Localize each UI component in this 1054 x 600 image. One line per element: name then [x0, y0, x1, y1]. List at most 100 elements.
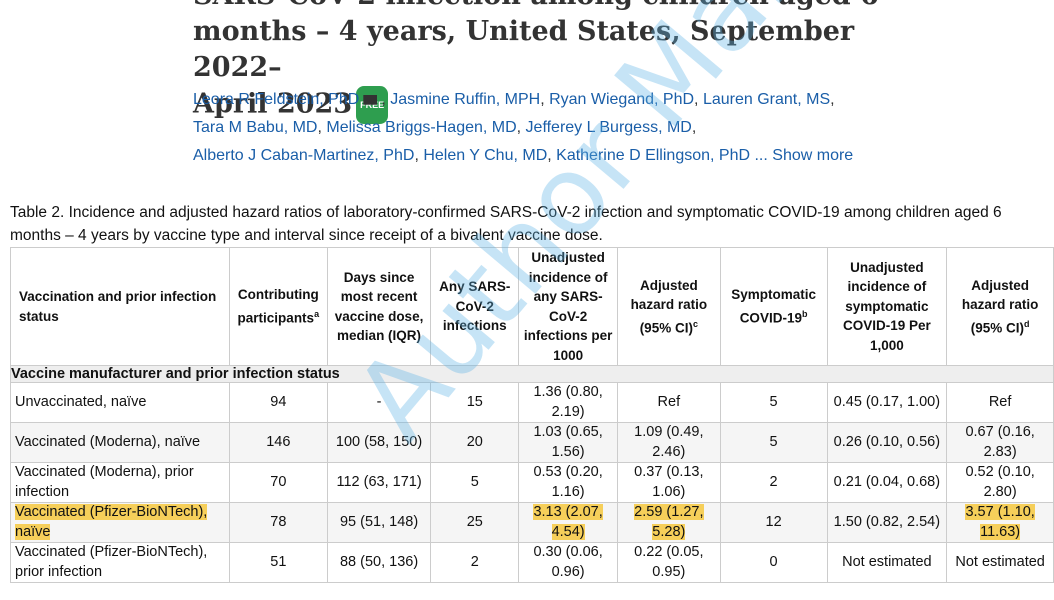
cell-text: 0.53 (0.20, 1.16) [533, 464, 603, 500]
table-cell: 1.09 (0.49, 2.46) [617, 422, 721, 463]
cell-text: 88 (50, 136) [339, 553, 419, 570]
cell-text: 1.50 (0.82, 2.54) [833, 513, 941, 530]
cell-text: - [376, 393, 382, 410]
table-row: Vaccinated (Moderna), naïve 146 100 (58, 1… [10, 422, 1054, 463]
author-name[interactable]: Jefferey L Burgess, MD [525, 119, 692, 136]
table-cell: 3.13 (2.07, 4.54) [518, 502, 619, 543]
separator: , [694, 91, 703, 108]
section-label: Vaccine manufacturer and prior infection… [10, 365, 1054, 383]
header-text: Days since most recent vaccine dose, med… [334, 269, 424, 344]
table-row: Vaccinated (Pfizer-BioNTech), naïve 78 95 … [10, 502, 1054, 543]
cell-text: 1.36 (0.80, 2.19) [533, 384, 603, 420]
table-cell: 0.22 (0.05, 0.95) [617, 542, 721, 583]
table-cell: 12 [719, 502, 828, 543]
cell-text: 0.21 (0.04, 0.68) [833, 473, 941, 490]
table-row: Unvaccinated, naïve 94 - 15 1.36 (0.80, 2.19… [10, 382, 1054, 423]
column-header: Unadjusted incidence of any SARS-CoV-2 i… [518, 247, 619, 366]
table-cell: - [326, 382, 432, 423]
header-text: Adjusted hazard ratio (95% CI) [630, 277, 708, 336]
table-cell: 2 [719, 462, 828, 503]
cell-text: Vaccinated (Moderna), naïve [15, 433, 201, 450]
cell-text: 100 (58, 150) [335, 433, 423, 450]
cell-text: 25 [466, 513, 483, 530]
author-name[interactable]: Helen Y Chu, MD [423, 147, 548, 164]
header-text: Vaccination and prior infection status [19, 289, 217, 324]
table-cell: 0.52 (0.10, 2.80) [946, 462, 1054, 503]
author-name[interactable]: Jasmine Ruffin, MPH [390, 91, 541, 108]
author-name[interactable]: Melissa Briggs-Hagen, MD [326, 119, 517, 136]
footnote-mark: c [692, 318, 698, 329]
separator: , [516, 119, 526, 136]
cell-text: 1.03 (0.65, 1.56) [533, 424, 603, 460]
cell-text: 70 [270, 473, 287, 490]
author-list: Leora R Feldstein, PhD, Jasmine Ruffin, … [193, 86, 883, 170]
table-cell: 100 (58, 150) [326, 422, 432, 463]
table-cell: 1.50 (0.82, 2.54) [826, 502, 948, 543]
author-name[interactable]: Lauren Grant, MS [702, 91, 831, 108]
footnote-mark: b [801, 308, 808, 319]
table-cell: 5 [719, 422, 828, 463]
header-text: Contributing participants [237, 287, 319, 326]
cell-text: 5 [470, 473, 479, 490]
cell-text: 3.13 (2.07, 4.54) [533, 504, 603, 540]
table-row: Vaccinated (Pfizer-BioNTech), prior infe… [10, 542, 1054, 583]
column-header: Vaccination and prior infection status [10, 247, 230, 366]
table-caption: Table 2. Incidence and adjusted hazard r… [10, 204, 1002, 244]
column-header: Days since most recent vaccine dose, med… [326, 247, 432, 366]
header-text: Symptomatic COVID-19 [731, 287, 816, 326]
cell-text: Vaccinated (Moderna), prior infection [15, 464, 194, 500]
column-header: Adjusted hazard ratio (95% CI)d [946, 247, 1054, 366]
cell-text: 112 (63, 171) [336, 473, 422, 490]
cell-text: 15 [466, 393, 483, 410]
cell-text: 2 [470, 553, 479, 570]
table-cell: 70 [228, 462, 328, 503]
separator: , [540, 91, 550, 108]
table-cell: 0.67 (0.16, 2.83) [946, 422, 1054, 463]
cell-text: 3.57 (1.10, 11.63) [965, 504, 1035, 540]
cell-text: 2 [769, 473, 778, 490]
footnote-mark: a [314, 308, 320, 319]
table-cell: 3.57 (1.10, 11.63) [946, 502, 1054, 543]
table-cell: 0.53 (0.20, 1.16) [518, 462, 619, 503]
show-more[interactable]: ... Show more [754, 147, 854, 164]
table-cell: Ref [946, 382, 1054, 423]
cell-text: 0.22 (0.05, 0.95) [634, 544, 704, 580]
author-name[interactable]: Alberto J Caban-Martinez, PhD [193, 147, 415, 164]
table-cell: 1.03 (0.65, 1.56) [518, 422, 619, 463]
column-header: Adjusted hazard ratio (95% CI)c [617, 247, 721, 366]
cell-text: 0.52 (0.10, 2.80) [965, 464, 1035, 500]
cell-text: 0.45 (0.17, 1.00) [833, 393, 941, 410]
header-text: Adjusted hazard ratio (95% CI) [961, 277, 1039, 336]
table-cell: 95 (51, 148) [326, 502, 432, 543]
table-cell: 1.36 (0.80, 2.19) [518, 382, 619, 423]
header-row: Vaccination and prior infection status Co… [10, 247, 1054, 366]
cell-text: Vaccinated (Pfizer-BioNTech), prior infe… [15, 544, 208, 580]
column-header: Any SARS-CoV-2 infections [430, 247, 520, 366]
author-name[interactable]: Ryan Wiegand, PhD [549, 91, 695, 108]
separator: , [317, 119, 327, 136]
table-cell: 78 [228, 502, 328, 543]
table-cell: 51 [228, 542, 328, 583]
author-name[interactable]: Leora R Feldstein, PhD [193, 91, 360, 108]
cell-text: 0.37 (0.13, 1.06) [634, 464, 704, 500]
cell-text: 5 [769, 393, 778, 410]
header-text: Any SARS-CoV-2 infections [439, 279, 511, 334]
cell-text: Vaccinated (Pfizer-BioNTech), naïve [15, 504, 208, 540]
cell-text: 51 [270, 553, 287, 570]
cell-text: 12 [765, 513, 782, 530]
cell-text: 5 [769, 433, 778, 450]
separator: , [547, 147, 557, 164]
table-cell: 0.45 (0.17, 1.00) [826, 382, 948, 423]
author-name[interactable]: Katherine D Ellingson, PhD [556, 147, 751, 164]
cell-text: 0.26 (0.10, 0.56) [833, 433, 941, 450]
author-name[interactable]: Tara M Babu, MD [193, 119, 318, 136]
table-cell: 146 [228, 422, 328, 463]
separator: , [381, 91, 391, 108]
table-cell: Not estimated [826, 542, 948, 583]
cell-text: 0.30 (0.06, 0.96) [533, 544, 603, 580]
article-title: SARS-CoV-2 infection among children aged… [193, 0, 913, 124]
table-cell: Vaccinated (Moderna), prior infection [10, 462, 230, 503]
cell-text: 1.09 (0.49, 2.46) [634, 424, 704, 460]
table-cell: 25 [430, 502, 520, 543]
